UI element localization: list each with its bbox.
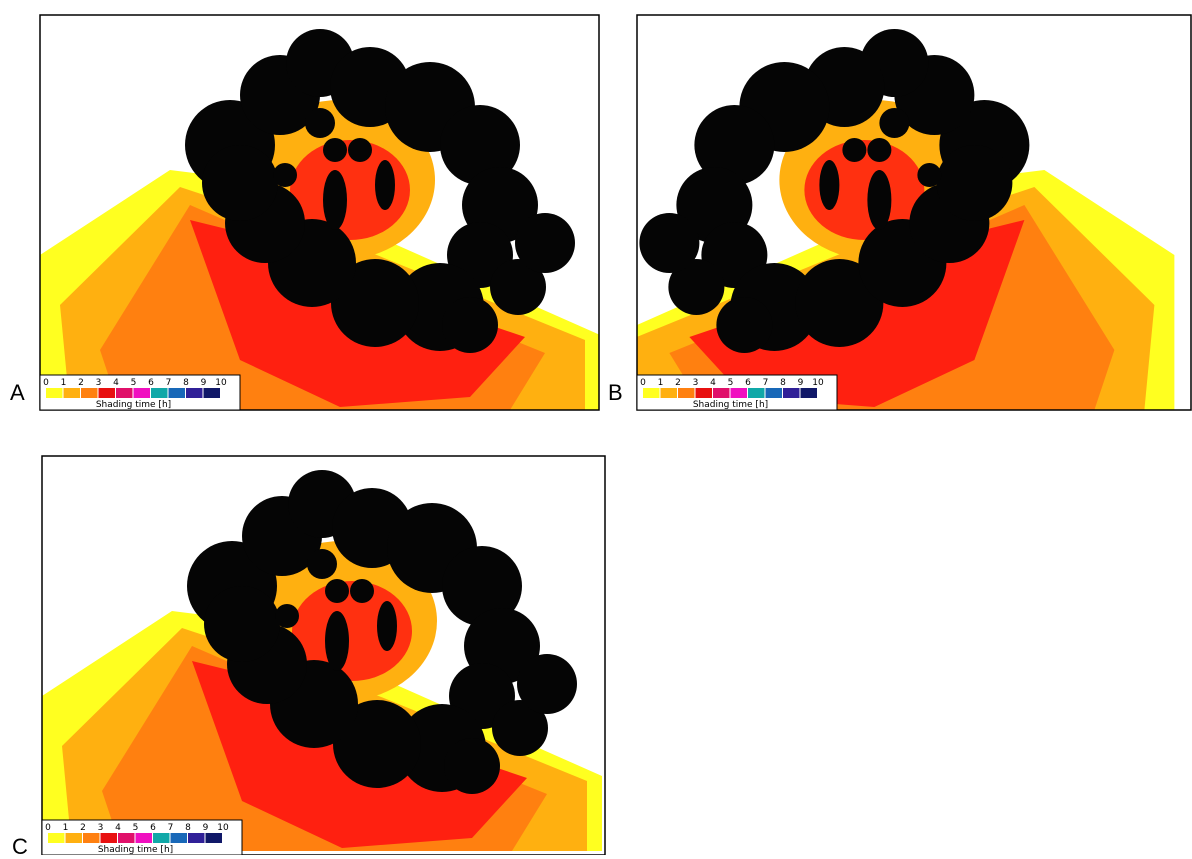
legend-tick: 2 [80,823,86,833]
legend-tick: 4 [710,378,716,388]
legend-tick: 6 [148,378,154,388]
panel: 0 1 2 3 4 5 6 7 8 9 10 Shading time [h] [41,455,606,856]
legend-tick: 8 [780,378,786,388]
shading-map [637,29,1175,410]
legend-tick: 0 [640,378,646,388]
legend-swatch [800,388,817,398]
legend-swatch [48,833,65,843]
legend-tick: 5 [728,378,734,388]
legend-tick: 4 [113,378,119,388]
shading-map [42,470,602,851]
legend-tick: 3 [96,378,102,388]
panel: 0 1 2 3 4 5 6 7 8 9 10 Shading time [h] [636,14,1192,411]
legend-swatch [203,388,220,398]
legend-tick: 4 [115,823,121,833]
legend-swatch [153,833,170,843]
legend-swatch [100,833,117,843]
legend-tick: 5 [133,823,139,833]
panel: 0 1 2 3 4 5 6 7 8 9 10 Shading time [h] [39,14,600,411]
legend-tick: 2 [78,378,84,388]
legend-tick: 10 [217,823,229,833]
legend-tick: 9 [798,378,804,388]
legend-swatch [168,388,185,398]
legend-tick: 10 [812,378,824,388]
legend-tick: 3 [693,378,699,388]
panel-label: B [608,380,623,405]
legend-swatch [151,388,168,398]
legend-swatch [83,833,100,843]
legend-swatch [63,388,80,398]
legend-tick: 7 [168,823,174,833]
legend-swatch [713,388,730,398]
legend-tick: 0 [45,823,51,833]
panel-label: A [10,380,25,405]
legend-tick: 5 [131,378,137,388]
panel-frame [636,14,1192,411]
legend-tick: 9 [203,823,209,833]
legend-swatch [65,833,82,843]
legend-swatch [765,388,782,398]
legend-swatch [730,388,747,398]
panel-label: C [12,834,28,855]
legend-swatch [170,833,187,843]
legend-swatch [695,388,712,398]
legend-tick: 7 [166,378,172,388]
legend-tick: 9 [201,378,207,388]
legend-swatch [81,388,98,398]
legend-title: Shading time [h] [96,400,171,410]
legend-tick: 1 [63,823,69,833]
legend-swatch [678,388,695,398]
legend: 0 1 2 3 4 5 6 7 8 9 10 Shading time [h] [39,374,241,411]
legend-swatch [118,833,135,843]
legend-swatch [98,388,115,398]
legend-tick: 8 [185,823,191,833]
legend-swatch [205,833,222,843]
legend-swatch [133,388,150,398]
legend-title: Shading time [h] [98,845,173,855]
scene [42,470,602,851]
legend-swatch [135,833,152,843]
legend-tick: 6 [745,378,751,388]
legend-swatch [643,388,660,398]
legend-tick: 8 [183,378,189,388]
legend-tick: 1 [658,378,664,388]
legend-swatch [116,388,133,398]
legend-tick: 6 [150,823,156,833]
panel-frame [39,14,600,411]
legend-swatch [186,388,203,398]
legend: 0 1 2 3 4 5 6 7 8 9 10 Shading time [h] [636,374,838,411]
legend-tick: 7 [763,378,769,388]
legend: 0 1 2 3 4 5 6 7 8 9 10 Shading time [h] [41,819,243,856]
scene [40,29,599,410]
legend-swatch [748,388,765,398]
shading-map [40,29,599,410]
legend-tick: 2 [675,378,681,388]
legend-swatch [660,388,677,398]
legend-swatch [188,833,205,843]
scene [637,29,1175,410]
legend-tick: 0 [43,378,49,388]
legend-title: Shading time [h] [693,400,768,410]
legend-tick: 3 [98,823,104,833]
legend-tick: 10 [215,378,227,388]
legend-swatch [46,388,63,398]
legend-swatch [783,388,800,398]
legend-tick: 1 [61,378,67,388]
